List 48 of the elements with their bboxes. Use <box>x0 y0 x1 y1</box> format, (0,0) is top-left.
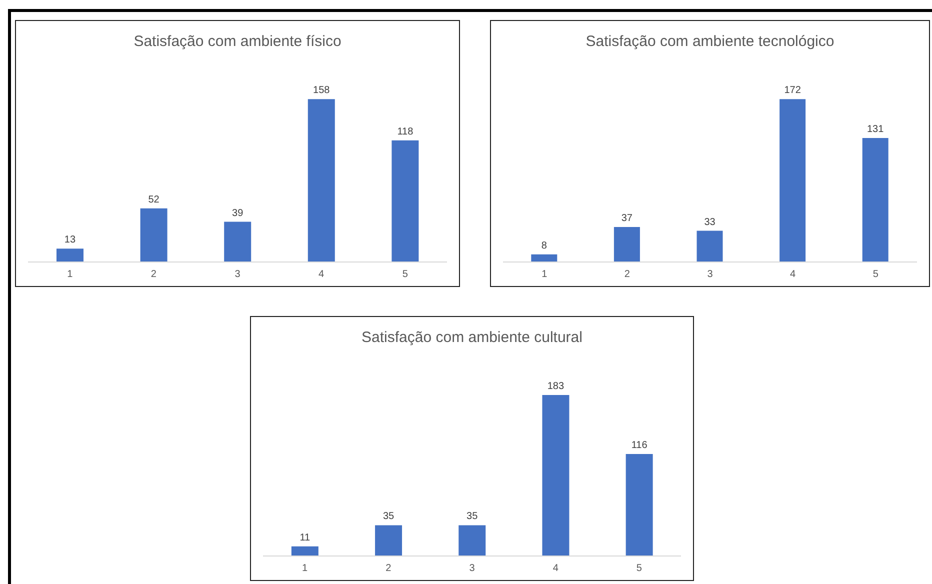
chart-title: Satisfação com ambiente físico <box>132 33 342 52</box>
bar <box>224 222 252 262</box>
bar <box>392 140 419 262</box>
data-label: 33 <box>704 216 716 228</box>
data-label: 11 <box>300 532 311 544</box>
x-tick-label: 1 <box>302 563 308 574</box>
bar <box>614 226 640 262</box>
bar <box>56 248 84 262</box>
bar <box>458 525 486 556</box>
data-label: 37 <box>621 212 633 224</box>
chart-title: Satisfação com ambiente tecnológico <box>584 33 836 52</box>
chart-title: Satisfação com ambiente cultural <box>360 329 584 348</box>
x-tick-label: 3 <box>234 269 241 280</box>
bar <box>542 395 570 556</box>
x-tick-label: 4 <box>552 563 559 574</box>
x-tick-label: 4 <box>318 269 325 280</box>
data-label: 183 <box>547 381 565 392</box>
x-tick-label: 2 <box>624 269 630 280</box>
x-tick-label: 2 <box>150 269 157 280</box>
bar <box>308 99 335 262</box>
bar <box>696 230 723 262</box>
x-tick-label: 1 <box>542 269 548 280</box>
bar <box>375 525 402 556</box>
bar <box>780 99 806 262</box>
data-label: 35 <box>382 511 395 522</box>
data-label: 116 <box>631 440 648 451</box>
data-label: 8 <box>541 240 548 252</box>
bar <box>862 138 888 262</box>
x-tick-label: 2 <box>386 563 392 574</box>
data-label: 172 <box>784 85 802 96</box>
x-tick-label: 4 <box>790 269 796 280</box>
data-label: 118 <box>397 126 414 138</box>
data-label: 158 <box>313 85 330 96</box>
x-tick-label: 3 <box>469 563 476 574</box>
x-tick-label: 3 <box>707 269 714 280</box>
data-label: 39 <box>232 208 244 219</box>
x-tick-label: 5 <box>636 563 642 574</box>
bar <box>140 208 168 262</box>
bar <box>291 546 318 556</box>
x-tick-label: 1 <box>67 269 74 280</box>
data-label: 52 <box>148 194 160 206</box>
data-label: 35 <box>466 511 478 522</box>
data-label: 131 <box>867 124 884 135</box>
bar <box>626 454 653 556</box>
bar <box>531 254 558 262</box>
x-tick-label: 5 <box>872 269 879 280</box>
x-tick-label: 5 <box>402 269 408 280</box>
data-label: 13 <box>64 234 76 246</box>
